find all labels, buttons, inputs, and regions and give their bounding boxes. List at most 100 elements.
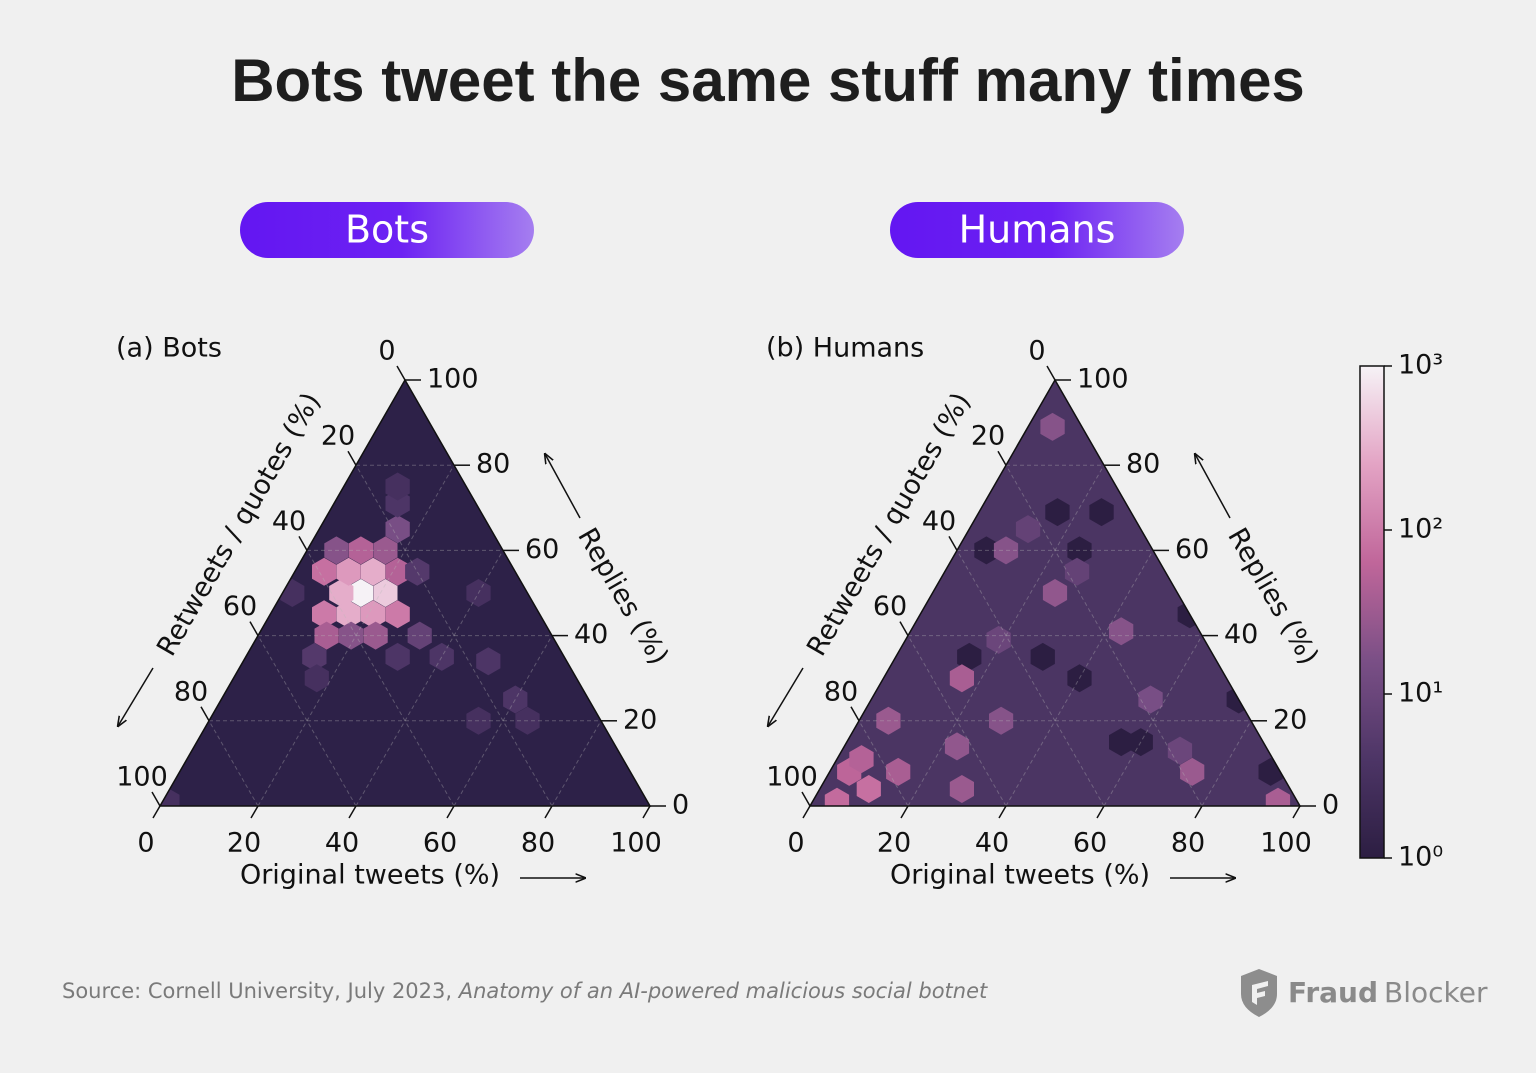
hexbin	[314, 621, 339, 650]
bottom-axis-title: Original tweets (%)	[240, 860, 500, 891]
hexbin	[824, 787, 850, 806]
tick-mark	[801, 791, 811, 807]
right-tick-label: 40	[1224, 619, 1258, 650]
right-tick-label: 20	[623, 704, 657, 735]
axis-arrow	[118, 667, 154, 726]
hexbin	[503, 685, 528, 714]
plot-area	[160, 380, 650, 806]
bottom-tick-label: 0	[787, 828, 804, 859]
left-tick-label: 0	[378, 336, 395, 367]
colorbar-tick-label: 10⁰	[1398, 842, 1443, 873]
bottom-tick-label: 40	[325, 828, 359, 859]
tick-mark	[1046, 365, 1056, 381]
hexbin	[1089, 498, 1114, 527]
hexbin	[429, 642, 454, 671]
tick-mark	[348, 805, 357, 819]
brand-light: Blocker	[1384, 976, 1488, 1009]
tick-mark	[642, 805, 651, 819]
bottom-tick-label: 20	[227, 828, 261, 859]
hexbin	[957, 642, 982, 671]
grid-line	[355, 464, 553, 807]
right-tick-label: 100	[1077, 364, 1129, 395]
hexbin	[993, 536, 1019, 565]
hexbin	[312, 557, 337, 586]
tick-mark	[544, 805, 553, 819]
grid-line	[551, 720, 602, 807]
hexbin	[1067, 536, 1092, 565]
left-tick-label: 20	[971, 421, 1005, 452]
hexbin	[466, 706, 491, 735]
hexbin	[1042, 579, 1068, 607]
brand-logo-mark	[1252, 981, 1268, 1005]
colorbar-tick-label: 10¹	[1398, 678, 1443, 709]
hexbin	[1015, 515, 1041, 544]
left-tick-label: 40	[922, 506, 956, 537]
hexbin	[1045, 498, 1070, 527]
grid-line	[1103, 635, 1203, 807]
hexbin	[373, 536, 398, 565]
tick-mark	[152, 805, 161, 819]
grid-line	[208, 720, 259, 807]
left-tick-label: 100	[766, 762, 818, 793]
tick-mark	[850, 706, 860, 722]
tick-mark	[998, 805, 1007, 819]
tick-mark	[1096, 805, 1105, 819]
hexbin	[1138, 685, 1163, 714]
hexbin	[385, 642, 410, 671]
right-tick-label: 0	[1322, 790, 1339, 821]
hexbin	[974, 536, 999, 565]
right-tick-label: 40	[574, 619, 608, 650]
grid-line	[1005, 550, 1154, 807]
tick-mark	[396, 365, 406, 381]
hexbin	[466, 579, 491, 607]
bottom-tick-label: 0	[137, 828, 154, 859]
hexbin	[339, 621, 364, 650]
hexbin	[324, 536, 349, 565]
tick-mark	[298, 536, 308, 551]
hexbin	[1064, 557, 1090, 586]
hexbin	[476, 647, 501, 676]
hexbin	[1030, 642, 1055, 671]
tick-mark	[250, 805, 259, 819]
hexbin	[385, 515, 410, 544]
hexbin	[385, 557, 410, 586]
left-tick-label: 60	[873, 591, 907, 622]
hexbin	[385, 600, 410, 629]
bottom-tick-label: 100	[610, 828, 662, 859]
hexbin	[1265, 787, 1291, 806]
hexbin	[336, 600, 361, 629]
grid-line	[1201, 720, 1252, 807]
left-tick-label: 40	[272, 506, 306, 537]
bottom-tick-label: 80	[1171, 828, 1205, 859]
right-tick-label: 80	[476, 449, 510, 480]
right-tick-label: 60	[525, 534, 559, 565]
hexbin	[949, 775, 974, 803]
hexbin	[876, 706, 901, 735]
hexbin	[407, 621, 432, 650]
hexbin	[886, 757, 911, 786]
hexbin	[302, 642, 327, 671]
grid-line	[355, 550, 504, 807]
right-tick-label: 0	[672, 790, 689, 821]
bottom-tick-label: 40	[975, 828, 1009, 859]
bottom-tick-label: 100	[1260, 828, 1312, 859]
hexbin	[385, 472, 410, 501]
hexbin	[363, 621, 388, 650]
source: Source: Cornell University, July 2023, A…	[62, 979, 988, 1003]
bottom-tick-label: 60	[423, 828, 457, 859]
hexbin	[1180, 757, 1205, 786]
tick-mark	[200, 706, 210, 722]
tick-mark	[151, 791, 161, 807]
grid-line	[1005, 464, 1203, 807]
hexbin	[312, 600, 337, 629]
hexbin	[361, 600, 386, 629]
tick-mark	[899, 621, 909, 636]
tick-mark	[1292, 805, 1301, 819]
hexbin	[1040, 412, 1065, 441]
grid-line	[858, 720, 909, 807]
grid-line	[257, 635, 357, 807]
bottom-tick-label: 20	[877, 828, 911, 859]
tick-mark	[802, 805, 811, 819]
hexbin	[329, 579, 354, 607]
